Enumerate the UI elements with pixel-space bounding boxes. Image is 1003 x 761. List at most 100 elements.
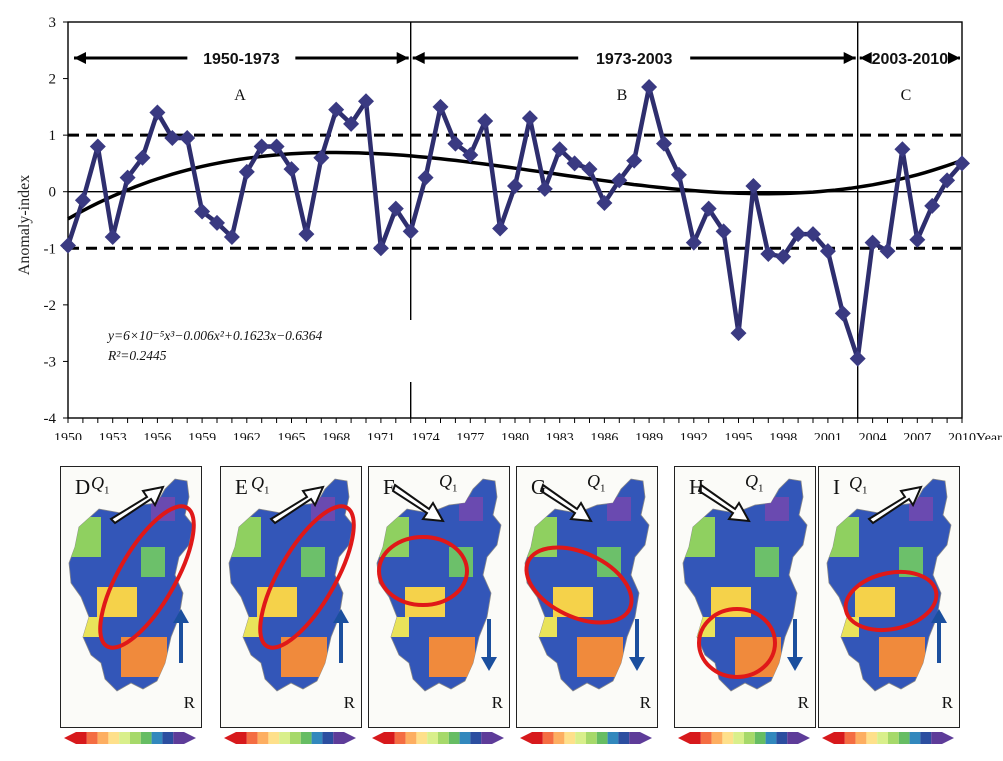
colorbar-swatch [427,732,438,744]
colorbar-swatch [448,732,460,744]
colorbar-swatch [754,732,766,744]
colorbar-swatch [596,732,608,744]
colorbar-swatch [733,732,744,744]
colorbar-swatch [877,732,888,744]
x-tick-label: 1992 [680,431,708,440]
data-point [656,135,672,152]
data-point [685,234,702,251]
colorbar-swatch [586,732,597,744]
colorbar-swatch [575,732,586,744]
data-point [328,101,345,118]
period-label: 1973-2003 [596,51,673,68]
colorbar-swatch [416,732,428,744]
x-tick-label: 2001 [814,431,842,440]
colorbar-swatch [268,732,280,744]
r-label: R [941,693,953,712]
data-point [700,200,717,217]
colorbar-swatch [333,732,344,744]
colorbar-swatch [470,732,482,744]
q1-label: Q1 [587,471,606,495]
colorbar-swatch [108,732,120,744]
x-tick-label: 2007 [903,431,931,440]
colorbar-swatch [438,732,449,744]
map-panel-1: E Q1 R [220,466,362,728]
patch-green [683,517,715,557]
y-tick-label: 0 [49,185,57,201]
colorbar-swatch [384,732,395,744]
x-tick-label: 1962 [233,431,261,440]
china-map [682,478,808,692]
period-label: 2003-2010 [872,51,949,68]
data-point [119,169,136,186]
patch-green [141,547,165,577]
y-axis-label: Anomaly-index [16,175,33,275]
data-point [223,228,240,245]
r-label: R [491,693,503,712]
colorbar-right-cap [798,732,810,744]
data-point [492,220,509,237]
map-panel-0: D Q1 R [60,466,202,728]
map-letter: I [833,475,840,499]
map-letter: F [383,475,395,499]
highlight-ellipse [98,504,196,650]
china-map [228,478,356,692]
highlight-ellipse [524,545,634,625]
colorbar [822,732,954,744]
highlight-ellipse [697,607,777,679]
patch-yellow [81,617,101,637]
data-point [477,113,494,129]
data-point [954,155,970,172]
patch-yellow [855,587,895,617]
y-tick-label: -2 [44,298,57,314]
china-map [826,478,952,692]
period-arrowhead [412,52,425,64]
data-point [283,161,300,178]
patch-green [827,517,859,557]
r-down-arrowhead [481,657,497,671]
data-point [179,129,196,146]
colorbar-swatch [629,732,640,744]
map-letter: E [235,475,248,499]
data-point [402,223,419,240]
data-point [879,243,896,260]
colorbar-swatch [236,732,247,744]
period-arrowhead [843,52,856,64]
data-point [521,110,538,127]
data-point [670,166,687,183]
colorbar [224,732,356,744]
data-point [730,325,747,342]
r-label: R [639,693,651,712]
colorbar-swatch [300,732,312,744]
x-tick-label: 1974 [412,431,440,440]
data-point [775,248,792,265]
wind-arrow [867,485,923,525]
r-label: R [183,693,195,712]
data-point [358,93,374,110]
equation-box [100,320,632,382]
data-point [417,169,434,186]
data-point [447,135,464,152]
period-arrowhead [859,52,872,64]
data-point [74,192,91,209]
trendline [67,150,963,221]
colorbar-right-cap [492,732,504,744]
colorbar-swatch [322,732,334,744]
data-point [343,115,360,132]
wind-arrow [269,485,325,525]
x-tick-label: 1998 [769,431,797,440]
colorbar [372,732,504,744]
patch-orange [577,637,623,677]
period-arrowhead [948,52,960,64]
colorbar-right-cap [942,732,954,744]
x-tick-label: 1956 [143,431,171,440]
colorbar-swatch [173,732,184,744]
data-point [238,163,255,180]
patch-yellow [389,617,409,637]
colorbar-swatch [618,732,630,744]
q1-label: Q1 [91,473,110,497]
y-tick-label: -1 [44,241,57,257]
data-point [372,240,389,257]
data-point [909,231,926,248]
q1-label: Q1 [251,473,270,497]
data-point [60,237,76,254]
